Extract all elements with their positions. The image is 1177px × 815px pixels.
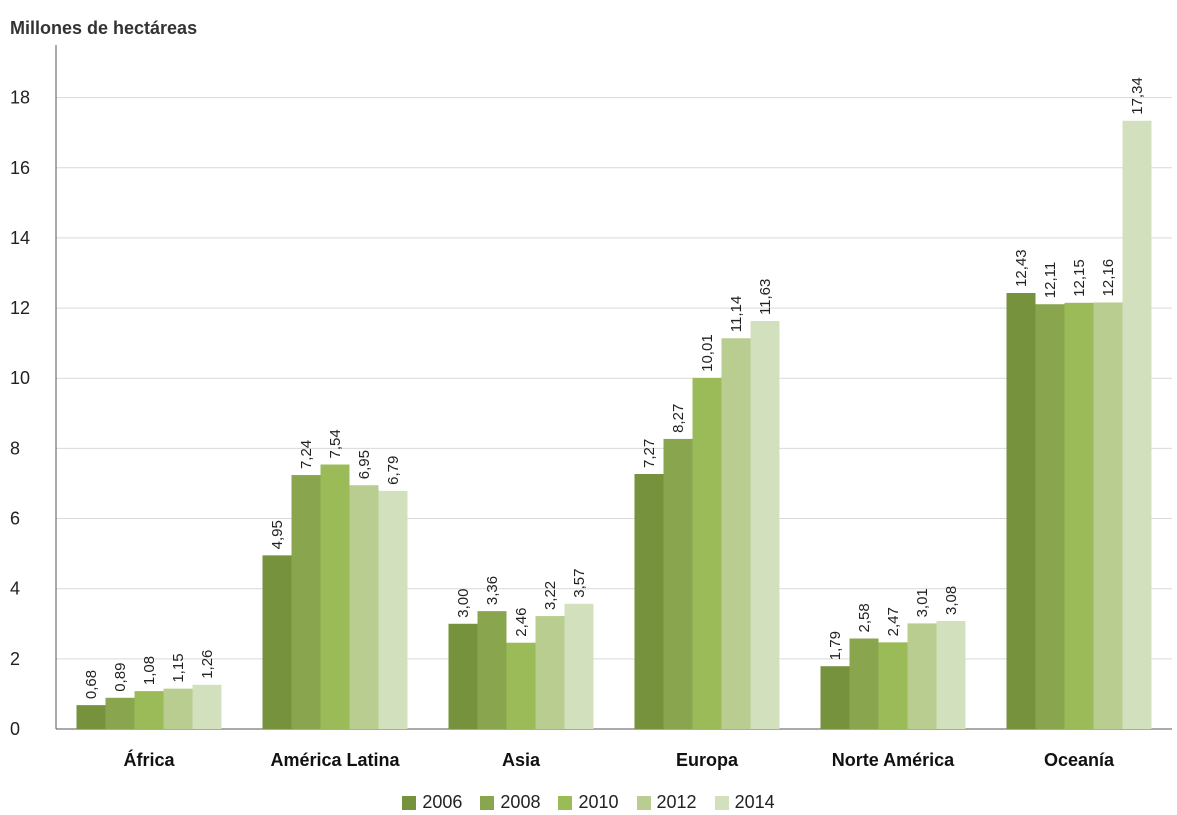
bar-2014 <box>750 321 780 729</box>
legend-label: 2006 <box>422 792 463 812</box>
legend-label: 2008 <box>500 792 541 812</box>
data-label: 0,89 <box>112 663 129 692</box>
bar-2014 <box>378 490 408 729</box>
legend-label: 2012 <box>656 792 697 812</box>
data-label: 7,27 <box>641 439 658 468</box>
y-tick-label: 6 <box>10 509 20 529</box>
data-label: 1,08 <box>141 656 158 685</box>
data-label: 7,24 <box>298 440 315 469</box>
bar-2014 <box>936 620 966 729</box>
data-label: 3,00 <box>455 589 472 618</box>
legend-item-2008: 2008 <box>480 792 540 813</box>
data-label: 12,16 <box>1100 259 1117 297</box>
data-label: 2,47 <box>885 607 902 636</box>
data-label: 6,79 <box>385 456 402 485</box>
bar-2014 <box>192 684 222 729</box>
data-label: 2,46 <box>513 608 530 637</box>
bar-2006 <box>1006 292 1036 729</box>
y-tick-label: 12 <box>10 298 30 318</box>
bar-2012 <box>907 623 937 729</box>
legend-label: 2014 <box>734 792 775 812</box>
y-tick-label: 14 <box>10 228 30 248</box>
data-label: 11,14 <box>728 296 745 332</box>
bar-2008 <box>849 638 879 729</box>
data-label: 3,36 <box>484 576 501 605</box>
bar-2010 <box>320 464 350 729</box>
bar-chart: 0 2 4 6 8 10 12 14 16 18 0,68 0,89 1,08 1,15 1,26 Áfric… <box>10 45 1172 770</box>
legend-swatch <box>558 795 573 810</box>
bar-2014 <box>1122 120 1152 729</box>
bar-2012 <box>1093 302 1123 729</box>
category-label: África <box>123 749 175 770</box>
data-label: 12,11 <box>1042 262 1059 298</box>
category-label: Norte América <box>832 750 955 770</box>
data-label: 3,22 <box>542 581 559 610</box>
y-tick-label: 18 <box>10 88 30 108</box>
legend-label: 2010 <box>578 792 619 812</box>
category-label: Oceanía <box>1044 750 1115 770</box>
bar-2006 <box>634 473 664 729</box>
legend-item-2006: 2006 <box>402 792 462 813</box>
data-label: 1,79 <box>827 631 844 660</box>
data-label: 0,68 <box>83 670 100 699</box>
data-label: 1,26 <box>199 650 216 679</box>
bar-2006 <box>76 705 106 729</box>
y-tick-label: 16 <box>10 158 30 178</box>
y-tick-label: 4 <box>10 579 20 599</box>
bar-2008 <box>105 697 135 729</box>
legend-swatch <box>402 795 417 810</box>
bar-2010 <box>878 642 908 729</box>
bar-2014 <box>564 603 594 729</box>
data-label: 3,57 <box>571 569 588 598</box>
bar-2010 <box>506 642 536 729</box>
bar-2010 <box>1064 302 1094 729</box>
y-tick-label: 8 <box>10 438 20 458</box>
legend: 2006 2008 2010 2012 2014 <box>0 792 1177 813</box>
bar-2010 <box>692 377 722 729</box>
y-tick-label: 0 <box>10 719 20 739</box>
data-label: 2,58 <box>856 603 873 632</box>
data-label: 17,34 <box>1129 77 1146 115</box>
bar-2008 <box>1035 304 1065 729</box>
data-label: 12,43 <box>1013 249 1030 287</box>
data-label: 3,01 <box>914 588 931 617</box>
data-label: 3,08 <box>943 586 960 615</box>
legend-item-2014: 2014 <box>714 792 775 813</box>
bar-2012 <box>535 616 565 729</box>
bar-2010 <box>134 691 164 729</box>
data-label: 11,63 <box>757 279 774 315</box>
data-label: 4,95 <box>269 520 286 549</box>
legend-item-2012: 2012 <box>636 792 697 813</box>
data-label: 6,95 <box>356 450 373 479</box>
category-label: América Latina <box>270 750 400 770</box>
data-label: 8,27 <box>670 404 687 433</box>
y-axis-title: Millones de hectáreas <box>10 18 198 38</box>
data-label: 10,01 <box>699 334 716 372</box>
category-label: Europa <box>676 750 739 770</box>
data-label: 12,15 <box>1071 259 1088 297</box>
y-tick-label: 2 <box>10 649 20 669</box>
bar-2006 <box>262 555 292 729</box>
legend-swatch <box>714 795 729 810</box>
category-label: Asia <box>502 750 541 770</box>
bar-2012 <box>349 485 379 729</box>
bar-2008 <box>663 438 693 729</box>
bar-2008 <box>477 611 507 729</box>
legend-item-2010: 2010 <box>558 792 619 813</box>
bar-2006 <box>820 666 850 729</box>
y-tick-label: 10 <box>10 368 30 388</box>
data-label: 1,15 <box>170 653 187 682</box>
legend-swatch <box>480 795 495 810</box>
bar-2006 <box>448 623 478 729</box>
bar-2012 <box>721 338 751 729</box>
data-label: 7,54 <box>327 429 344 458</box>
bar-2008 <box>291 475 321 729</box>
legend-swatch <box>636 795 651 810</box>
bar-2012 <box>163 688 193 729</box>
